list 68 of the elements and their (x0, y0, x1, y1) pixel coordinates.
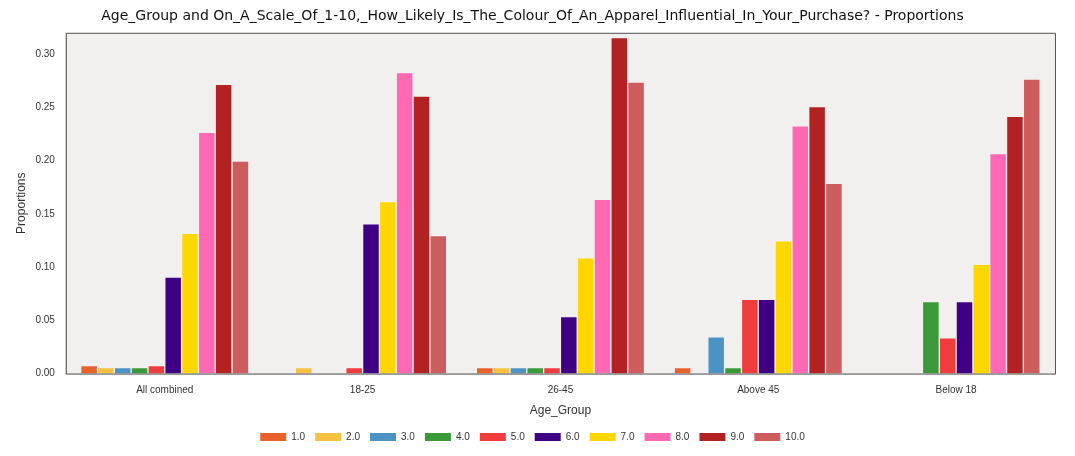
bar (775, 241, 792, 374)
legend-label: 5.0 (510, 430, 526, 442)
bar (363, 224, 379, 374)
y-tick-label: 0.30 (35, 47, 56, 59)
bar (148, 366, 165, 374)
legend-label: 2.0 (346, 430, 361, 442)
bar (758, 300, 775, 374)
bar (182, 234, 198, 374)
bar (628, 82, 644, 374)
bar (561, 317, 577, 374)
bar (396, 73, 413, 374)
legend-label: 9.0 (730, 430, 745, 442)
y-tick-label: 0.20 (35, 154, 56, 166)
x-tick-label: All combined (136, 384, 194, 396)
bar (674, 368, 691, 374)
y-tick-label: 0.05 (35, 314, 56, 326)
bar (296, 368, 312, 374)
bar (165, 277, 181, 374)
bar (725, 368, 741, 374)
x-tick-label: 18-25 (349, 384, 376, 396)
bar (115, 368, 131, 374)
bar (939, 338, 956, 374)
bar (527, 368, 543, 374)
y-axis-title: Proportions (13, 172, 28, 234)
bar (81, 366, 97, 374)
bar (1024, 79, 1040, 374)
x-axis-title: Age_Group (529, 403, 592, 418)
bar (708, 337, 724, 374)
bar (742, 300, 758, 374)
y-tick-label: 0.15 (35, 207, 56, 219)
bar (544, 368, 560, 374)
bar (990, 154, 1006, 374)
chart-title: Age_Group and On_A_Scale_Of_1-10,_How_Likely_Is_The_Colour_Of_An_Apparel_Influential_In_Your_Purchase? - Proportions (101, 7, 964, 24)
bar (956, 302, 973, 374)
y-tick-label: 0.25 (35, 101, 56, 113)
legend-label: 7.0 (620, 430, 635, 442)
bar (199, 132, 215, 374)
y-tick-label: 0.10 (35, 260, 56, 272)
bar (215, 84, 232, 374)
bar (973, 264, 990, 374)
bar (232, 161, 249, 374)
legend-label: 6.0 (565, 430, 581, 442)
x-tick-label: Below 18 (935, 384, 978, 396)
bar (809, 107, 825, 374)
bar (510, 368, 527, 374)
legend-label: 4.0 (455, 430, 471, 442)
bar (792, 126, 809, 374)
bar (413, 96, 430, 374)
legend-label: 10.0 (785, 430, 806, 442)
legend-label: 3.0 (401, 430, 416, 442)
x-tick-label: Above 45 (737, 384, 780, 396)
x-tick-label: 26-45 (547, 384, 574, 396)
bar (131, 368, 148, 374)
legend-label: 1.0 (291, 430, 306, 442)
bar (477, 368, 493, 374)
bar (493, 368, 510, 374)
bar (98, 368, 114, 374)
bar (611, 38, 628, 374)
bar (1007, 116, 1023, 374)
legend-label: 8.0 (675, 430, 690, 442)
y-tick-label: 0.00 (35, 367, 56, 379)
bar (380, 202, 396, 374)
bar (346, 368, 362, 374)
bar (577, 258, 594, 374)
bar (430, 236, 447, 374)
bar (826, 184, 842, 374)
bar (594, 200, 611, 374)
bar (923, 302, 939, 374)
